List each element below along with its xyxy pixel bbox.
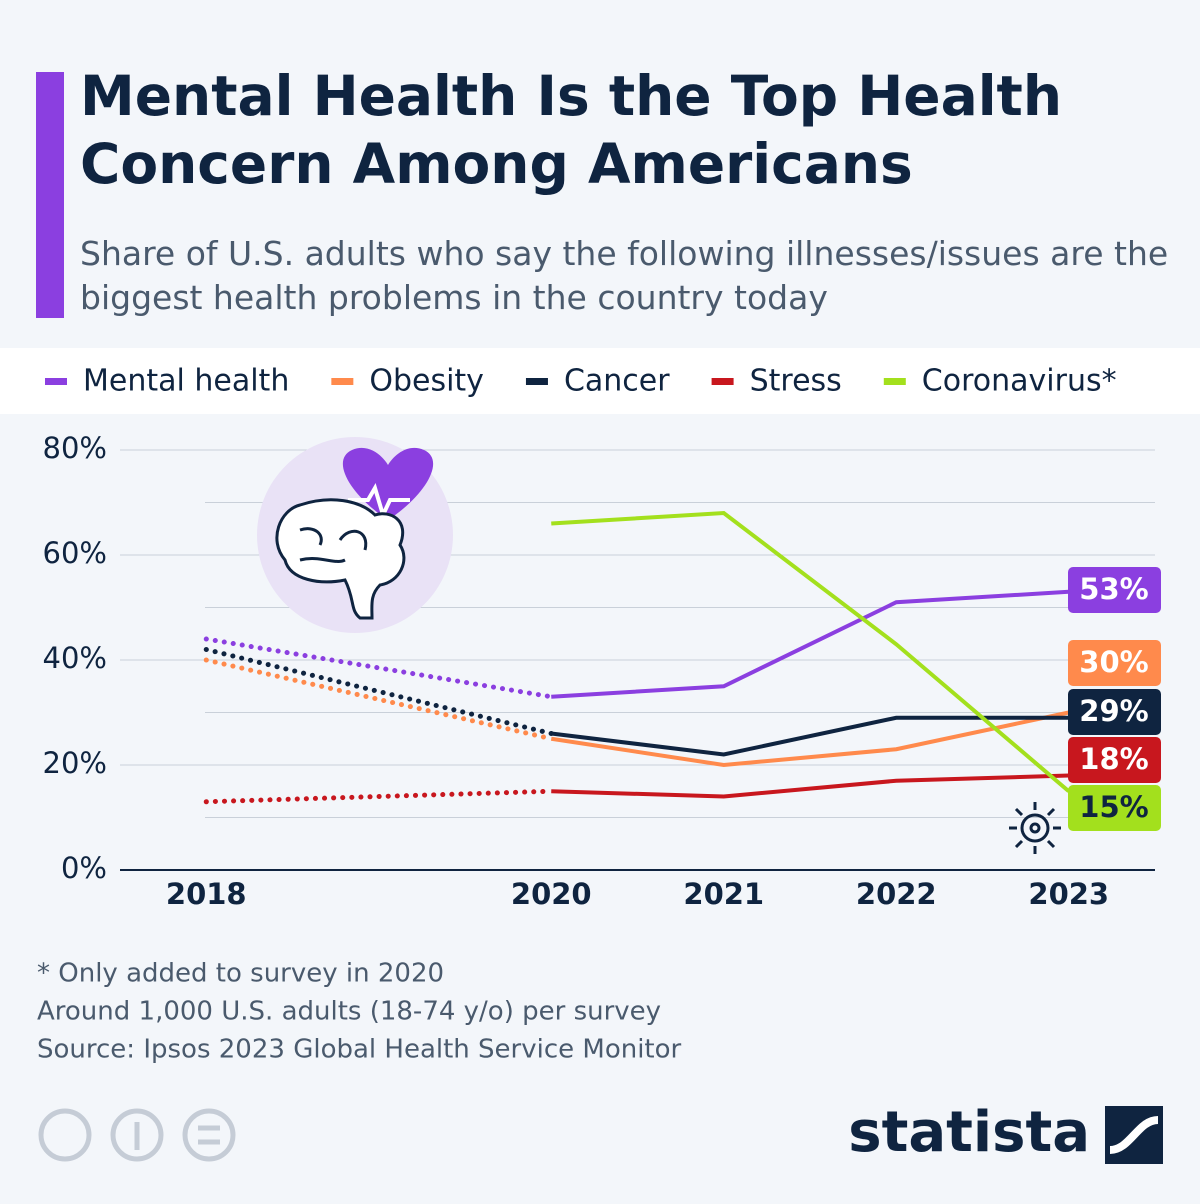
subtitle-box: Share of U.S. adults who say the followi… bbox=[80, 234, 1169, 317]
note: * Only added to survey in 2020 bbox=[37, 959, 444, 989]
line-dotted bbox=[203, 636, 554, 700]
x-tick-label: 2022 bbox=[856, 877, 937, 911]
x-tick-label: 2023 bbox=[1028, 877, 1109, 911]
value-label: 53% bbox=[1079, 572, 1148, 606]
legend-swatch bbox=[883, 378, 906, 385]
value-label-box bbox=[1068, 689, 1161, 735]
brain-heart-icon bbox=[257, 437, 453, 633]
legend: Mental health Obesity Cancer Stress Coronavi… bbox=[45, 364, 1117, 399]
value-label: 15% bbox=[1079, 790, 1148, 824]
legend-swatch bbox=[525, 378, 548, 385]
line bbox=[551, 510, 1071, 793]
value-label: 29% bbox=[1079, 694, 1148, 728]
y-tick-label: 0% bbox=[61, 851, 107, 885]
chart-title: Mental Health Is the Top Health Concern … bbox=[80, 64, 1062, 196]
legend-band bbox=[0, 348, 1200, 414]
legend-label: Obesity bbox=[369, 364, 484, 399]
brand: statista bbox=[848, 1100, 1090, 1165]
brand-logo bbox=[1105, 1106, 1163, 1164]
line-dotted bbox=[203, 788, 554, 805]
notes: * Only added to survey in 2020 Around 1,0… bbox=[37, 959, 682, 1065]
note: Around 1,000 U.S. adults (18-74 y/o) per… bbox=[37, 997, 661, 1027]
value-label-box bbox=[1068, 785, 1161, 831]
plot: 0% 20% 40% 60% 80% 2018 2020 2021 2022 2023 53% 30%… bbox=[43, 431, 1161, 911]
y-tick-label: 80% bbox=[43, 431, 107, 465]
virus-icon bbox=[1009, 802, 1061, 854]
legend-label: Coronavirus* bbox=[922, 364, 1117, 399]
value-label: 30% bbox=[1079, 645, 1148, 679]
title-box: Mental Health Is the Top Health Concern … bbox=[80, 64, 1062, 196]
chart-subtitle: Share of U.S. adults who say the followi… bbox=[80, 234, 1169, 317]
license-icons bbox=[38, 1108, 236, 1162]
value-label-box bbox=[1068, 640, 1161, 686]
legend-swatch bbox=[331, 378, 354, 385]
accent-bar bbox=[36, 72, 64, 318]
y-tick-label: 20% bbox=[43, 746, 107, 780]
x-tick-label: 2018 bbox=[166, 877, 247, 911]
legend-swatch bbox=[711, 378, 734, 385]
line bbox=[551, 589, 1069, 699]
x-tick-label: 2021 bbox=[683, 877, 764, 911]
legend-label: Stress bbox=[750, 364, 842, 399]
y-tick-label: 60% bbox=[43, 536, 107, 570]
legend-label: Mental health bbox=[83, 364, 289, 399]
value-label-box bbox=[1068, 737, 1161, 783]
value-label: 18% bbox=[1079, 742, 1148, 776]
x-tick-label: 2020 bbox=[511, 877, 592, 911]
line bbox=[550, 710, 1070, 768]
legend-swatch bbox=[45, 378, 67, 385]
note: Source: Ipsos 2023 Global Health Service… bbox=[37, 1035, 682, 1065]
y-tick-label: 40% bbox=[43, 641, 107, 675]
value-label-box bbox=[1068, 567, 1161, 613]
legend-label: Cancer bbox=[564, 364, 670, 399]
line bbox=[551, 773, 1069, 799]
